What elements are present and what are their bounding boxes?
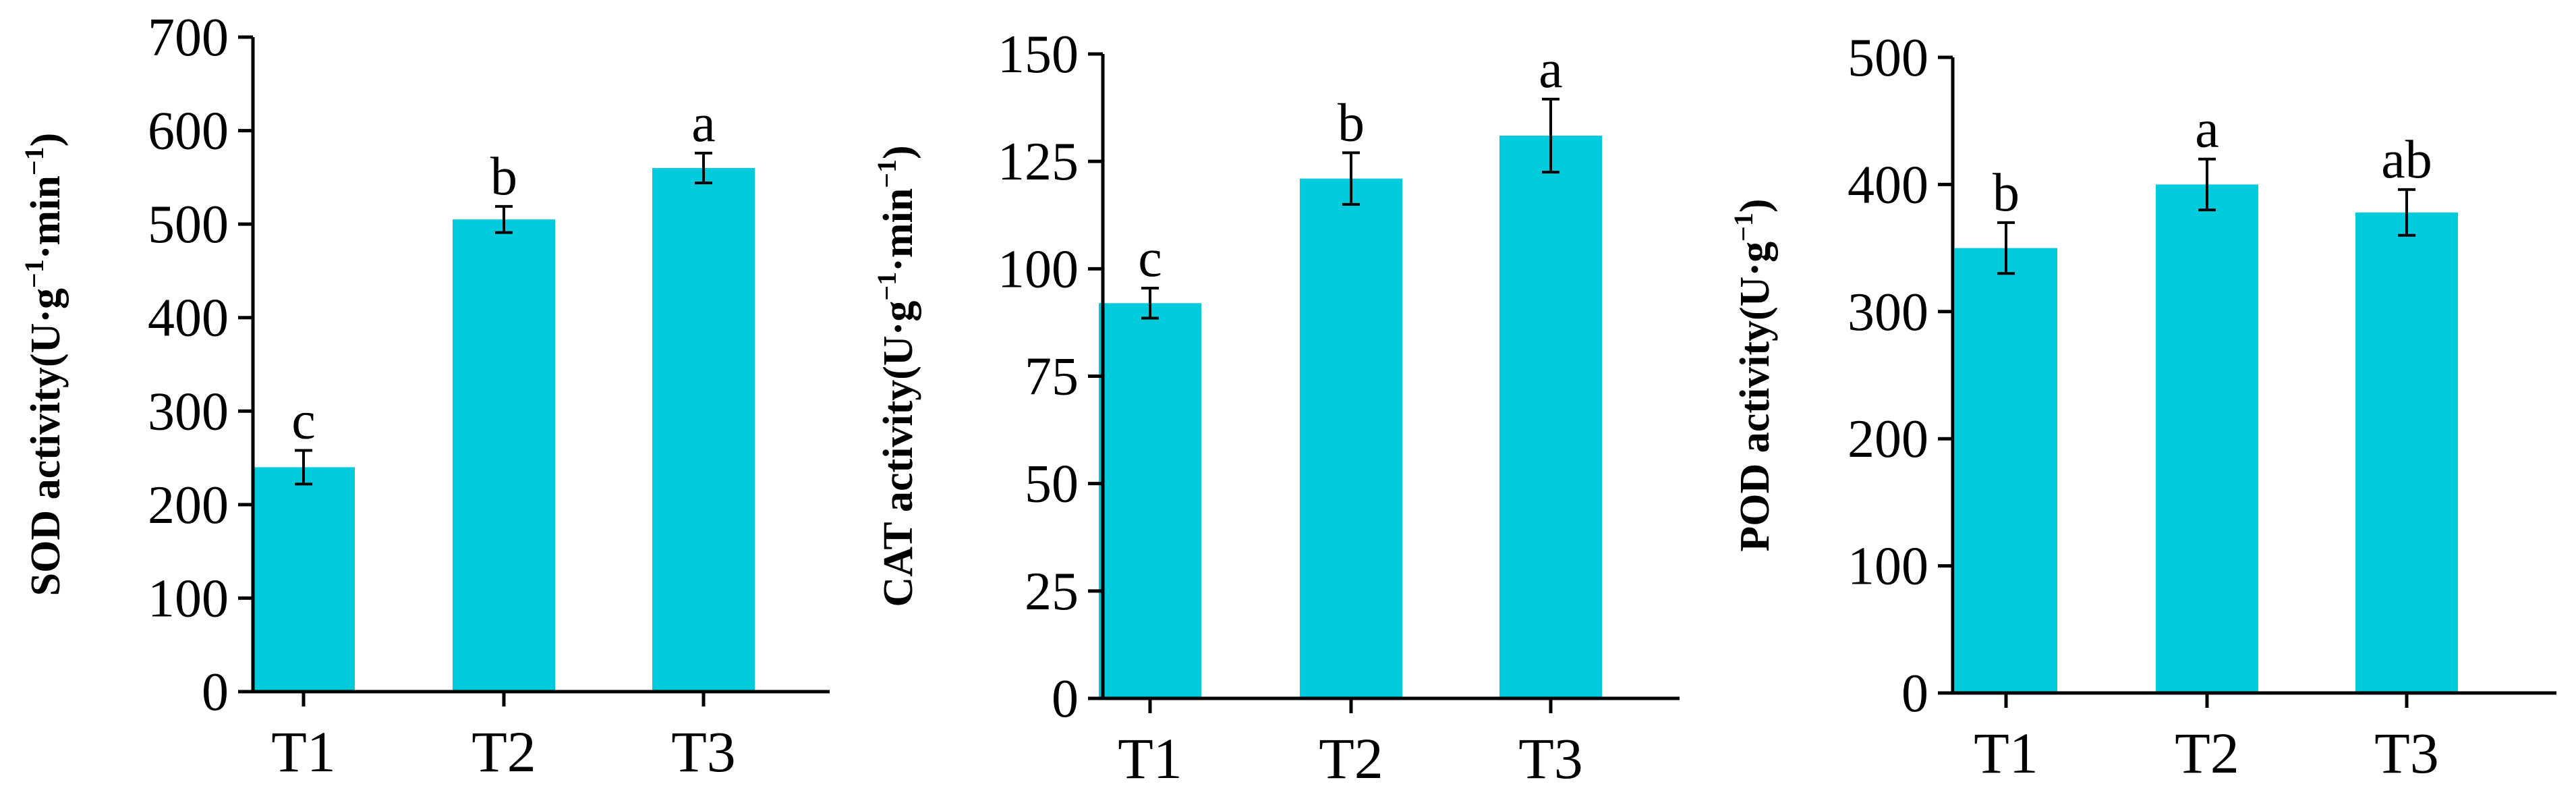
pod-significance-t2: a — [2195, 100, 2219, 159]
pod-y-tick-label: 300 — [1848, 283, 1928, 342]
pod-significance-t3: ab — [2381, 130, 2432, 190]
pod-bar-t2 — [2156, 184, 2258, 693]
pod-error-bar-t1 — [1997, 221, 2015, 275]
cat-activity-panel: c b a 0 25 50 75 100 125 150 T1 T2 T3 CAT activity(U·… — [871, 25, 1680, 791]
sod-error-bar-t2 — [495, 204, 513, 234]
pod-significance-t1: b — [1993, 163, 2020, 223]
sod-y-axis-title: SOD activity(U·g−1·min−1) — [19, 133, 69, 596]
cat-y-tick-label: 150 — [998, 25, 1079, 84]
pod-y-axis-title: POD activity(U·g−1) — [1728, 198, 1778, 551]
cat-y-tick-label: 50 — [1025, 455, 1079, 514]
sod-error-bar-t3 — [695, 151, 712, 185]
sod-significance-t1: c — [291, 391, 316, 450]
cat-x-tick-label-t1: T1 — [1118, 726, 1182, 791]
cat-y-tick-label: 75 — [1025, 348, 1079, 407]
pod-error-bar-t2 — [2198, 157, 2216, 212]
sod-y-tick-label: 600 — [148, 102, 229, 161]
cat-x-tick-label-t2: T2 — [1319, 726, 1383, 791]
pod-y-tick-label: 100 — [1848, 537, 1928, 596]
sod-significance-t3: a — [691, 94, 716, 153]
sod-x-tick-label-t1: T1 — [271, 719, 336, 784]
pod-y-tick-label: 500 — [1848, 28, 1928, 88]
pod-x-tick-label-t2: T2 — [2175, 721, 2239, 785]
cat-x-tick-label-t3: T3 — [1518, 726, 1583, 791]
sod-y-tick-label: 300 — [148, 382, 229, 441]
sod-y-tick-label: 100 — [148, 569, 229, 628]
cat-error-bar-t1 — [1141, 286, 1159, 320]
sod-y-tick-label: 700 — [148, 8, 229, 67]
cat-y-tick-label: 100 — [998, 240, 1079, 299]
cat-significance-t1: c — [1138, 229, 1162, 288]
pod-x-tick-label-t1: T1 — [1974, 721, 2038, 785]
sod-significance-t2: b — [490, 147, 517, 206]
pod-bar-t1 — [1955, 248, 2057, 694]
pod-y-tick-label: 0 — [1901, 664, 1928, 723]
sod-y-tick-label: 0 — [202, 663, 229, 722]
pod-y-tick-label: 200 — [1848, 410, 1928, 469]
pod-x-tick-label-t3: T3 — [2374, 721, 2439, 785]
sod-bar-t3 — [652, 168, 755, 692]
sod-bar-t1 — [252, 467, 355, 692]
cat-y-axis-title: CAT activity(U·g−1·min−1) — [871, 145, 921, 607]
pod-error-bar-t3 — [2398, 188, 2415, 237]
cat-significance-t2: b — [1338, 93, 1365, 152]
cat-error-bar-t2 — [1342, 151, 1360, 206]
cat-error-bar-t3 — [1542, 97, 1559, 174]
sod-y-tick-label: 400 — [148, 289, 229, 348]
cat-y-tick-label: 25 — [1025, 562, 1079, 621]
sod-y-tick-label: 200 — [148, 476, 229, 535]
sod-bar-t2 — [453, 219, 555, 692]
cat-y-tick-label: 125 — [998, 132, 1079, 192]
sod-x-tick-label-t3: T3 — [671, 719, 736, 784]
cat-bar-t2 — [1300, 178, 1402, 699]
cat-significance-t3: a — [1539, 40, 1563, 99]
pod-y-tick-label: 400 — [1848, 155, 1928, 215]
cat-bar-t3 — [1499, 135, 1602, 698]
sod-activity-panel: c b a 0 100 200 300 400 500 600 700 T1 T2 T3 SOD activ… — [19, 8, 830, 784]
cat-y-tick-label: 0 — [1052, 669, 1079, 729]
sod-x-tick-label-t2: T2 — [471, 719, 536, 784]
pod-activity-panel: b a ab 0 100 200 300 400 500 T1 T2 T3 POD activity(U… — [1728, 28, 2556, 785]
cat-bar-t1 — [1099, 303, 1201, 698]
sod-error-bar-t1 — [295, 449, 312, 486]
sod-y-tick-label: 500 — [148, 195, 229, 254]
pod-bar-t3 — [2355, 212, 2458, 693]
